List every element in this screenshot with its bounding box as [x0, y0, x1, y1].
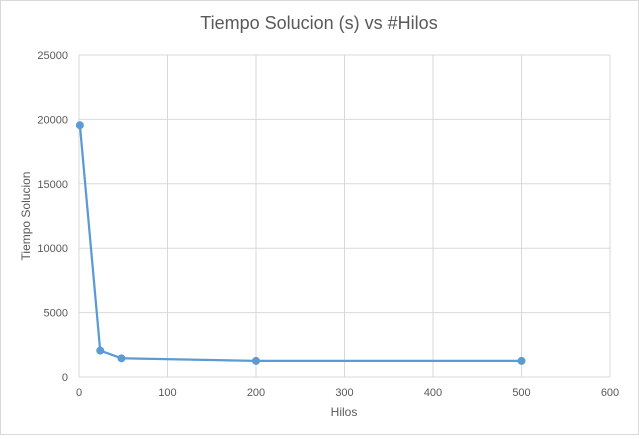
y-tick-label: 25000 [37, 50, 68, 62]
y-tick-label: 10000 [37, 243, 68, 255]
data-point [117, 354, 126, 363]
y-tick-label: 20000 [37, 114, 68, 126]
x-axis-title: Hilos [331, 405, 358, 419]
x-tick-label: 0 [76, 387, 82, 399]
x-tick-label: 100 [158, 387, 176, 399]
y-tick-label: 15000 [37, 179, 68, 191]
y-tick-label: 0 [62, 372, 68, 384]
x-tick-label: 600 [601, 387, 619, 399]
tick-layer: 0 5000 10000 15000 20000 25000 0 100 200 300 400 50… [37, 50, 619, 399]
grid-layer [78, 54, 611, 378]
series-line [78, 125, 522, 363]
series-layer [75, 121, 526, 365]
data-point [75, 121, 84, 130]
x-tick-label: 300 [335, 387, 353, 399]
x-tick-label: 200 [247, 387, 265, 399]
data-point [517, 356, 526, 365]
chart-title: Tiempo Solucion (s) vs #Hilos [200, 13, 437, 33]
y-tick-label: 5000 [44, 308, 68, 320]
data-point [96, 346, 105, 355]
y-axis-title: Tiempo Solucion [19, 172, 33, 261]
data-point [252, 356, 260, 365]
x-tick-label: 400 [424, 387, 442, 399]
x-tick-label: 500 [512, 387, 530, 399]
